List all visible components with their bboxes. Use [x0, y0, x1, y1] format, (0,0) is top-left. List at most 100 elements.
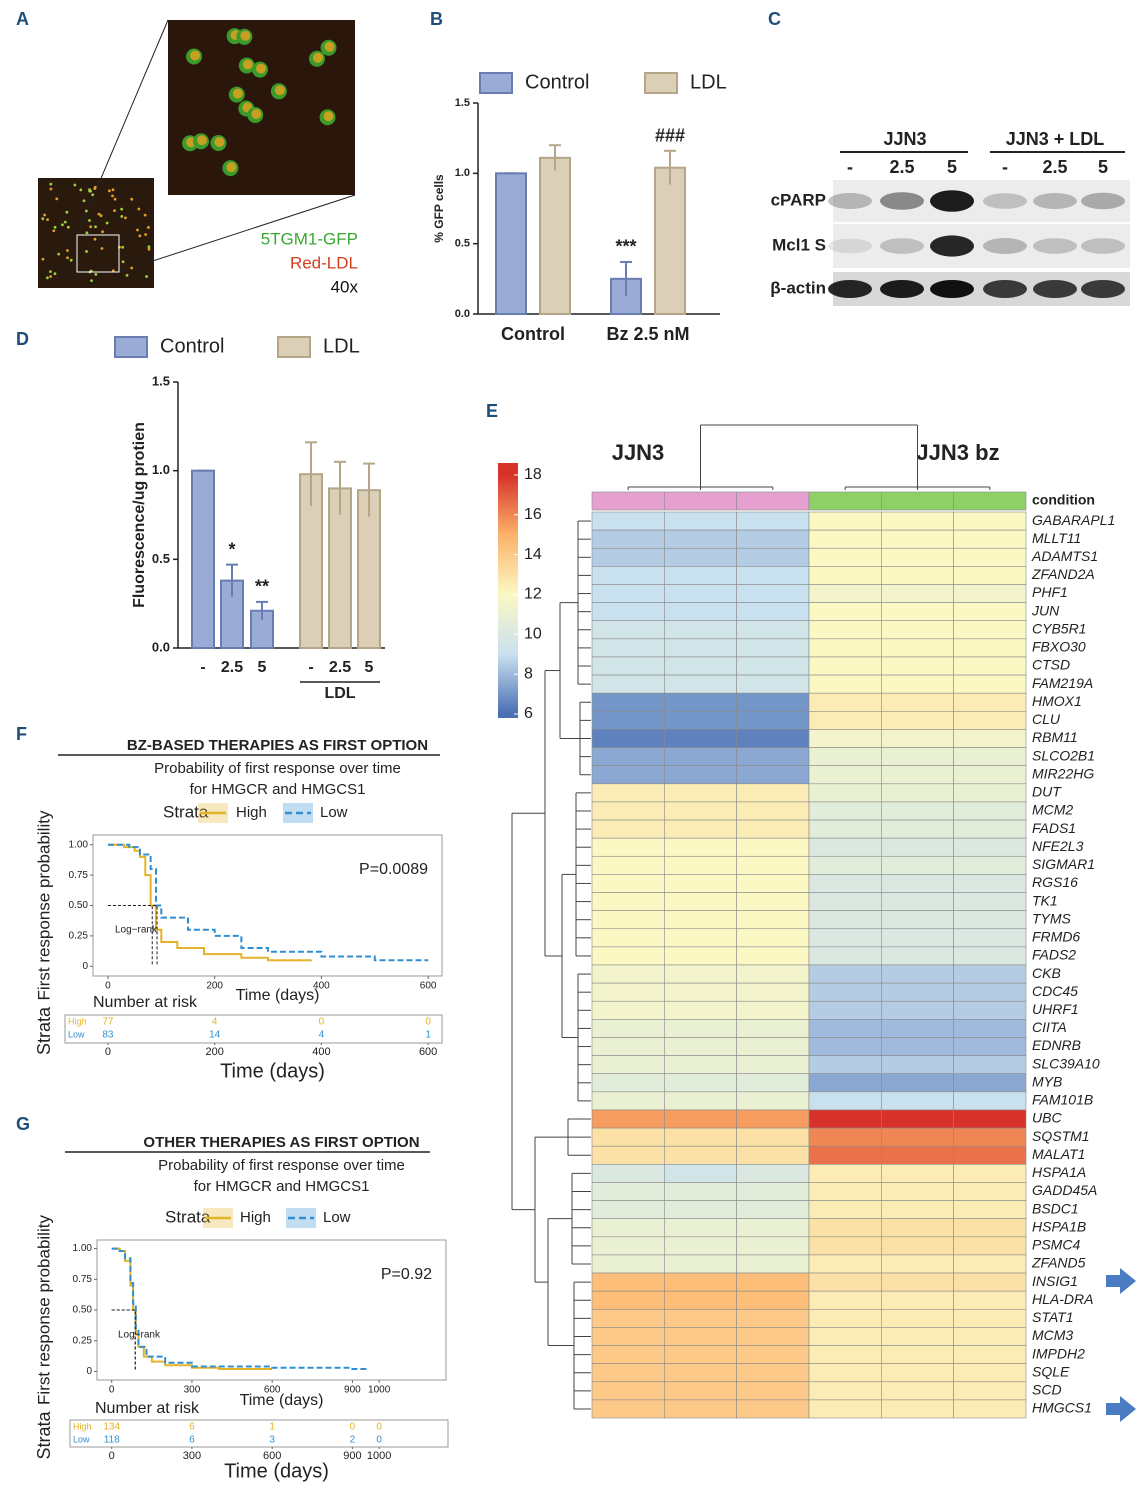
cell — [107, 189, 111, 193]
median-line — [107, 905, 158, 967]
heatmap-cell — [591, 1236, 665, 1256]
significance-label: ** — [255, 577, 269, 597]
heatmap-cell — [953, 602, 1027, 622]
heatmap-cell — [808, 765, 882, 785]
heatmap-cell — [664, 1182, 737, 1201]
heatmap-cell — [664, 1000, 737, 1020]
colorbar — [498, 463, 518, 718]
cell — [147, 245, 151, 249]
heatmap-cell — [664, 584, 737, 603]
heatmap-cell — [736, 1091, 810, 1111]
legend-title: Strata — [163, 802, 209, 821]
heatmap-cell — [881, 801, 954, 821]
heatmap-cell — [736, 1200, 810, 1219]
cell — [94, 273, 98, 276]
cell — [113, 197, 117, 201]
colorbar-label: 18 — [524, 466, 542, 483]
panel-label: G — [16, 1114, 30, 1134]
heatmap-cell — [736, 1345, 810, 1364]
chart-subtitle: for HMGCR and HMGCS1 — [194, 1178, 370, 1195]
heatmap-cell — [881, 1145, 954, 1165]
heatmap-cell — [736, 1254, 810, 1274]
image-label: 40x — [331, 277, 359, 296]
cell-lipid — [251, 109, 262, 120]
heatmap-cell — [736, 620, 810, 640]
row-label: CLU — [1032, 711, 1061, 727]
heatmap-cell — [664, 1164, 737, 1183]
heatmap-cell — [664, 964, 737, 984]
y-tick-label: 0.0 — [152, 639, 170, 654]
risk-x-tick-label: 200 — [205, 1046, 223, 1058]
cell — [84, 209, 88, 213]
row-label: SLC39A10 — [1032, 1055, 1100, 1071]
colorbar-label: 8 — [524, 665, 533, 682]
panel-label: B — [430, 9, 443, 29]
heatmap-cell — [953, 1272, 1027, 1292]
heatmap-cell — [953, 1073, 1027, 1093]
heatmap-cell — [664, 1381, 737, 1401]
blot-lane-label: 2.5 — [889, 157, 914, 177]
heatmap-cell — [736, 1272, 810, 1292]
cell — [94, 225, 97, 229]
chart-subtitle: Probability of first response over time — [154, 760, 401, 777]
blot-row-label: Mcl1 S — [772, 235, 826, 254]
heatmap-cell — [808, 1091, 882, 1111]
cell — [136, 228, 139, 232]
colorbar-label: 12 — [524, 586, 542, 603]
panel-label: E — [486, 401, 498, 421]
heatmap-cell — [881, 1290, 954, 1310]
heatmap-cell — [808, 711, 882, 730]
y-tick-label: 1.5 — [455, 97, 470, 109]
row-label: HLA-DRA — [1032, 1291, 1093, 1307]
legend-swatch — [114, 336, 148, 358]
x-axis-label: Time (days) — [240, 1392, 324, 1409]
bar — [654, 166, 686, 315]
heatmap-cell — [881, 855, 954, 875]
zoom-box — [76, 234, 120, 273]
panel-label: A — [16, 9, 29, 29]
x-tick-label: 0 — [105, 981, 111, 992]
heatmap-cell — [736, 602, 810, 622]
heatmap-cell — [736, 566, 810, 585]
heatmap-cell — [591, 819, 665, 839]
heatmap-cell — [953, 819, 1027, 839]
survival-curve — [107, 843, 312, 962]
x-tick-label: Control — [501, 324, 565, 344]
heatmap-cell — [808, 1109, 882, 1129]
cell — [121, 245, 125, 249]
cell — [90, 279, 93, 283]
cell — [52, 229, 56, 233]
heatmap-cell — [591, 711, 665, 730]
heatmap-cell — [808, 729, 882, 748]
heatmap-cell — [881, 511, 954, 531]
heatmap-cell — [808, 674, 882, 694]
heatmap-cell — [591, 1091, 665, 1111]
y-tick-label: 0 — [82, 961, 88, 972]
x-tick-label: 600 — [420, 981, 437, 992]
annotation-cell — [591, 491, 665, 511]
annotation-cell — [881, 491, 954, 511]
heatmap-cell — [953, 783, 1027, 803]
heatmap-cell — [881, 837, 954, 857]
heatmap-cell — [591, 584, 665, 603]
heatmap-cell — [591, 1127, 665, 1147]
heatmap-cell — [664, 1200, 737, 1219]
cell — [101, 230, 104, 234]
heatmap-cell — [664, 1055, 737, 1075]
row-label: HSPA1B — [1032, 1218, 1086, 1234]
legend-label: Control — [525, 71, 589, 93]
heatmap-cell — [591, 928, 665, 948]
cell — [124, 216, 127, 220]
heatmap-cell — [591, 1037, 665, 1056]
risk-x-tick-label: 600 — [263, 1450, 281, 1462]
heatmap-cell — [881, 783, 954, 803]
blot-band — [930, 280, 974, 298]
heatmap-cell — [808, 1164, 882, 1183]
heatmap-cell — [664, 747, 737, 766]
heatmap-cell — [953, 892, 1027, 911]
cell — [143, 213, 147, 217]
risk-table-y-label: Strata — [34, 1006, 54, 1055]
heatmap-cell — [808, 1055, 882, 1075]
chart-subtitle: for HMGCR and HMGCS1 — [190, 781, 366, 798]
x-tick-label: 200 — [206, 981, 223, 992]
